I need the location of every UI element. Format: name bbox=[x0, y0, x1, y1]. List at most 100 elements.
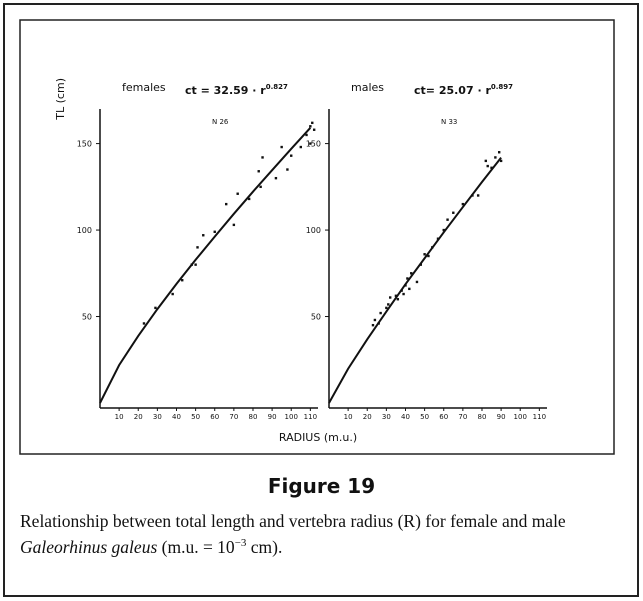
x-axis-label: RADIUS (m.u.) bbox=[279, 431, 357, 444]
sample-size: N 26 bbox=[212, 118, 229, 126]
data-point bbox=[286, 168, 289, 171]
caption-text: Relationship between total length and ve… bbox=[20, 511, 566, 531]
x-tick-label: 50 bbox=[420, 413, 429, 421]
x-tick-label: 70 bbox=[458, 413, 467, 421]
x-tick-label: 90 bbox=[497, 413, 506, 421]
y-tick-label: 100 bbox=[77, 226, 92, 235]
data-point bbox=[446, 218, 449, 221]
plot-frame bbox=[19, 19, 615, 455]
data-point bbox=[311, 121, 314, 125]
data-point bbox=[394, 294, 398, 297]
data-point bbox=[423, 253, 426, 256]
data-point bbox=[202, 234, 205, 237]
data-point bbox=[190, 263, 193, 266]
data-point bbox=[452, 211, 455, 214]
data-point bbox=[385, 306, 388, 310]
data-point bbox=[484, 159, 488, 163]
x-tick-label: 30 bbox=[382, 413, 391, 421]
data-point bbox=[312, 128, 316, 131]
y-tick-label: 100 bbox=[306, 226, 321, 235]
caption: Relationship between total length and ve… bbox=[20, 510, 630, 558]
data-point bbox=[387, 303, 390, 306]
x-tick-label: 100 bbox=[285, 413, 298, 421]
x-tick-label: 10 bbox=[344, 413, 353, 421]
equation: ct= 25.07 · r bbox=[414, 84, 491, 97]
x-tick-label: 60 bbox=[210, 413, 219, 421]
data-point bbox=[299, 145, 302, 149]
data-point bbox=[379, 311, 382, 315]
data-point bbox=[402, 292, 405, 296]
data-point bbox=[196, 246, 199, 249]
x-tick-label: 100 bbox=[514, 413, 527, 421]
data-point bbox=[181, 279, 184, 282]
x-tick-label: 20 bbox=[363, 413, 372, 421]
data-point bbox=[247, 197, 251, 201]
data-point bbox=[388, 296, 392, 299]
y-tick-label: 50 bbox=[311, 313, 321, 322]
data-point bbox=[406, 277, 409, 280]
x-tick-label: 80 bbox=[249, 413, 258, 421]
data-point bbox=[377, 322, 380, 325]
data-point bbox=[259, 185, 262, 189]
figure-label: Figure 19 bbox=[267, 474, 376, 498]
data-point bbox=[461, 202, 465, 206]
y-axis-label: TL (cm) bbox=[54, 78, 67, 121]
data-point bbox=[408, 287, 411, 291]
data-point bbox=[490, 166, 493, 169]
data-point bbox=[431, 246, 434, 249]
data-point bbox=[309, 142, 312, 145]
x-tick-label: 30 bbox=[153, 413, 162, 421]
exponent: 0.897 bbox=[491, 83, 513, 91]
data-point bbox=[171, 292, 174, 296]
data-point bbox=[396, 298, 400, 301]
x-tick-label: 40 bbox=[172, 413, 181, 421]
data-point bbox=[436, 237, 440, 240]
x-tick-label: 90 bbox=[268, 413, 277, 421]
x-tick-label: 50 bbox=[191, 413, 200, 421]
data-point bbox=[236, 192, 239, 195]
x-tick-label: 10 bbox=[115, 413, 124, 421]
caption-exponent: −3 bbox=[234, 537, 247, 549]
data-point bbox=[225, 202, 228, 206]
caption-text: cm). bbox=[246, 536, 283, 557]
data-point bbox=[142, 322, 146, 325]
data-point bbox=[476, 194, 480, 197]
outer-frame bbox=[3, 3, 639, 597]
caption-species: Galeorhinus galeus bbox=[20, 536, 158, 557]
data-point bbox=[373, 318, 377, 322]
x-tick-label: 20 bbox=[134, 413, 143, 421]
fit-curve bbox=[99, 127, 312, 404]
x-tick-label: 80 bbox=[478, 413, 487, 421]
equation: ct = 32.59 · r bbox=[185, 84, 266, 97]
exponent: 0.827 bbox=[266, 83, 288, 91]
panel-title: females bbox=[122, 81, 166, 94]
data-point bbox=[305, 133, 308, 137]
data-point bbox=[232, 223, 236, 227]
x-tick-label: 40 bbox=[401, 413, 410, 421]
y-tick-label: 50 bbox=[82, 313, 92, 322]
data-point bbox=[497, 151, 501, 154]
data-point bbox=[309, 125, 312, 128]
fit-equation: ct= 25.07 · r0.897 bbox=[414, 83, 513, 97]
data-point bbox=[290, 154, 293, 157]
data-point bbox=[280, 145, 283, 149]
x-tick-label: 60 bbox=[439, 413, 448, 421]
data-point bbox=[194, 263, 197, 266]
panel-title: males bbox=[351, 81, 384, 94]
data-point bbox=[499, 159, 503, 163]
data-point bbox=[213, 230, 216, 233]
fit-curve bbox=[328, 156, 502, 404]
data-point bbox=[442, 228, 445, 232]
data-point bbox=[419, 263, 422, 266]
sample-size: N 33 bbox=[441, 118, 457, 126]
data-point bbox=[154, 306, 157, 310]
x-tick-label: 70 bbox=[229, 413, 238, 421]
x-tick-label: 110 bbox=[304, 413, 317, 421]
data-point bbox=[400, 289, 403, 292]
fit-equation: ct = 32.59 · r0.827 bbox=[185, 83, 288, 97]
data-point bbox=[410, 272, 413, 275]
data-point bbox=[427, 254, 430, 258]
data-point bbox=[494, 156, 497, 159]
